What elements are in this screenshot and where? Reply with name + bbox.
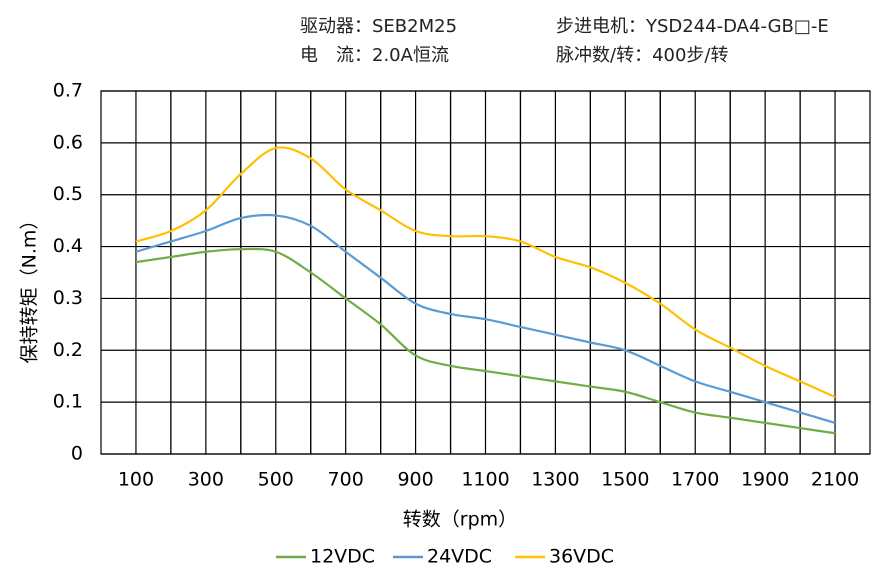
y-tick-label: 0.1 [53, 391, 83, 413]
y-tick-label: 0.7 [53, 80, 83, 102]
legend-label: 12VDC [310, 546, 375, 568]
x-tick-label: 1100 [461, 469, 509, 491]
x-axis-label: 转数（rpm） [403, 509, 517, 531]
x-tick-label: 1300 [531, 469, 579, 491]
y-tick-label: 0.6 [53, 131, 83, 153]
x-tick-label: 700 [328, 469, 364, 491]
legend-label: 24VDC [427, 546, 492, 568]
series-line [135, 247, 836, 435]
motor-info: 步进电机：YSD244-DA4-GB□-E [556, 16, 829, 37]
y-tick-label: 0.2 [53, 339, 83, 361]
current-info: 电 流：2.0A恒流 [300, 45, 449, 66]
x-tick-label: 1700 [671, 469, 719, 491]
series-line [135, 146, 836, 398]
driver-info: 驱动器：SEB2M25 [300, 16, 457, 37]
x-tick-label: 100 [118, 469, 154, 491]
pulse-info: 脉冲数/转：400步/转 [556, 45, 729, 66]
series-line [135, 213, 836, 424]
y-axis-label: 保持转矩（N.m） [19, 211, 41, 364]
y-tick-label: 0.4 [53, 235, 83, 257]
legend-label: 36VDC [549, 546, 614, 568]
x-tick-label: 1500 [601, 469, 649, 491]
x-tick-label: 300 [188, 469, 224, 491]
y-tick-label: 0 [71, 443, 83, 465]
x-tick-label: 1900 [741, 469, 789, 491]
y-tick-label: 0.5 [53, 183, 83, 205]
x-tick-label: 500 [258, 469, 294, 491]
x-tick-label: 2100 [811, 469, 859, 491]
y-tick-label: 0.3 [53, 287, 83, 309]
x-tick-label: 900 [397, 469, 433, 491]
